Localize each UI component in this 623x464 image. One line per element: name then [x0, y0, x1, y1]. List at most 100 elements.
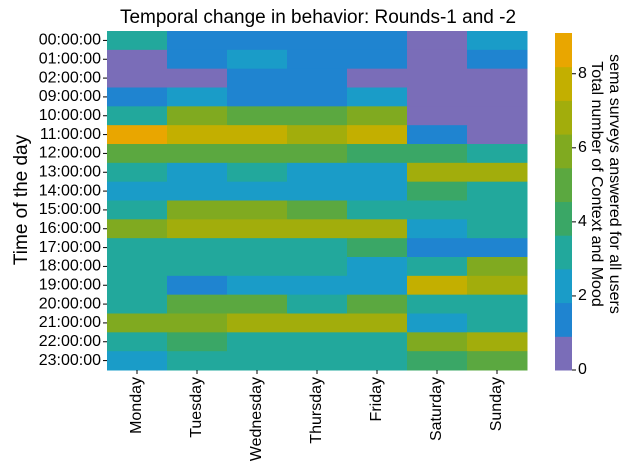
x-tick-label: Thursday [308, 377, 325, 444]
y-tick-label: 19:00:00 [39, 276, 101, 293]
heatmap-cell [287, 275, 348, 296]
heatmap-cell [347, 294, 408, 314]
heatmap-cell [287, 144, 348, 164]
heatmap-cell [107, 351, 168, 371]
heatmap-cell [107, 257, 168, 277]
heatmap-cell [107, 238, 168, 258]
heatmap-cell [107, 106, 168, 126]
heatmap-cell [467, 106, 528, 126]
heatmap-cell [347, 68, 408, 88]
heatmap-cell [227, 332, 288, 352]
heatmap-cell [167, 332, 228, 352]
heatmap-cell [407, 257, 468, 277]
heatmap-cell [107, 313, 168, 333]
heatmap-cell [167, 238, 228, 258]
x-tick-label: Friday [368, 377, 385, 421]
heatmap-cell [287, 332, 348, 352]
heatmap-cell [287, 351, 348, 371]
heatmap-cell [407, 87, 468, 107]
heatmap-cell [467, 181, 528, 201]
heatmap-cell [407, 294, 468, 314]
heatmap-cell [347, 219, 408, 239]
heatmap-cell [467, 162, 528, 183]
heatmap-cell [287, 87, 348, 107]
heatmap-cell [167, 68, 228, 88]
heatmap-cell [467, 87, 528, 107]
heatmap-cell [167, 257, 228, 277]
heatmap-cell [167, 181, 228, 201]
colorbar-band [555, 167, 572, 202]
heatmap-cell [167, 294, 228, 314]
heatmap-cell [347, 181, 408, 201]
heatmap-cell [287, 294, 348, 314]
heatmap-cell [467, 219, 528, 239]
y-tick-label: 09:00:00 [39, 88, 101, 105]
x-tick-label: Sunday [488, 377, 505, 431]
heatmap-cell [227, 106, 288, 126]
y-tick-label: 21:00:00 [39, 314, 101, 331]
x-tick-label: Monday [128, 377, 145, 434]
colorbar-tick-label: 0 [578, 361, 587, 378]
heatmap-cell [107, 275, 168, 296]
heatmap-cell [407, 313, 468, 333]
heatmap-cell [347, 144, 408, 164]
heatmap-cell [347, 313, 408, 333]
heatmap-cell [107, 125, 168, 145]
heatmap-cell [227, 49, 288, 70]
heatmap-cell [167, 87, 228, 107]
heatmap-cell [167, 162, 228, 183]
heatmap-cell [467, 238, 528, 258]
heatmap-cell [407, 144, 468, 164]
heatmap-cell [107, 162, 168, 183]
heatmap-cell [467, 144, 528, 164]
colorbar-tick-label: 6 [578, 139, 587, 156]
heatmap-cell [407, 49, 468, 70]
heatmap-cell [407, 106, 468, 126]
heatmap-cell [407, 200, 468, 220]
heatmap-cell [167, 106, 228, 126]
colorbar-band [555, 100, 572, 135]
x-tick-label: Wednesday [248, 377, 265, 461]
heatmap-cell [227, 162, 288, 183]
colorbar-tick-label: 4 [578, 213, 587, 230]
heatmap-cell [407, 351, 468, 371]
y-tick-label: 18:00:00 [39, 258, 101, 275]
x-tick-label: Saturday [428, 377, 445, 441]
colorbar-band [555, 235, 572, 270]
y-tick-label: 00:00:00 [39, 32, 101, 49]
heatmap-cell [347, 332, 408, 352]
colorbar-label: Total number of Context and Mood [588, 61, 605, 306]
heatmap-cell [227, 294, 288, 314]
heatmap-cell [467, 257, 528, 277]
y-tick-label: 22:00:00 [39, 333, 101, 350]
heatmap-cell [467, 200, 528, 220]
heatmap-cell [167, 219, 228, 239]
heatmap-cell [347, 351, 408, 371]
heatmap-cell [107, 219, 168, 239]
heatmap-cell [227, 87, 288, 107]
heatmap-cell [167, 31, 228, 51]
colorbar-band [555, 302, 572, 337]
heatmap-cell [347, 257, 408, 277]
heatmap-cell [227, 68, 288, 88]
heatmap-cell [107, 294, 168, 314]
y-tick-label: 12:00:00 [39, 145, 101, 162]
heatmap-cell [407, 332, 468, 352]
heatmap-cell [467, 68, 528, 88]
heatmap-cell [287, 162, 348, 183]
heatmap-cell [287, 106, 348, 126]
heatmap-cell [347, 125, 408, 145]
heatmap-cell [227, 351, 288, 371]
y-tick-label: 11:00:00 [40, 126, 101, 143]
heatmap-cell [407, 162, 468, 183]
y-tick-label: 10:00:00 [39, 107, 101, 124]
heatmap-cell [167, 351, 228, 371]
heatmap-cell [227, 219, 288, 239]
colorbar-band [555, 336, 572, 371]
heatmap-cell [227, 257, 288, 277]
heatmap-cell [407, 275, 468, 296]
colorbar-label: sema surveys answered for all users [606, 54, 623, 314]
heatmap-cell [287, 313, 348, 333]
heatmap-cell [107, 181, 168, 201]
